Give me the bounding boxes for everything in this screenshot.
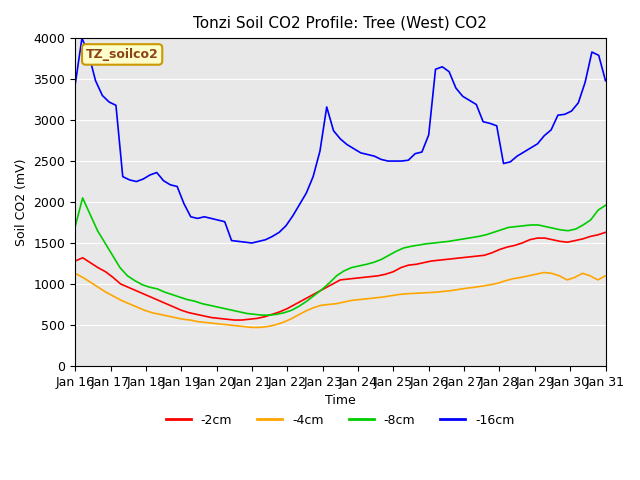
- Y-axis label: Soil CO2 (mV): Soil CO2 (mV): [15, 158, 28, 246]
- Title: Tonzi Soil CO2 Profile: Tree (West) CO2: Tonzi Soil CO2 Profile: Tree (West) CO2: [193, 15, 487, 30]
- Legend: -2cm, -4cm, -8cm, -16cm: -2cm, -4cm, -8cm, -16cm: [161, 409, 520, 432]
- Text: TZ_soilco2: TZ_soilco2: [86, 48, 159, 61]
- X-axis label: Time: Time: [325, 394, 356, 407]
